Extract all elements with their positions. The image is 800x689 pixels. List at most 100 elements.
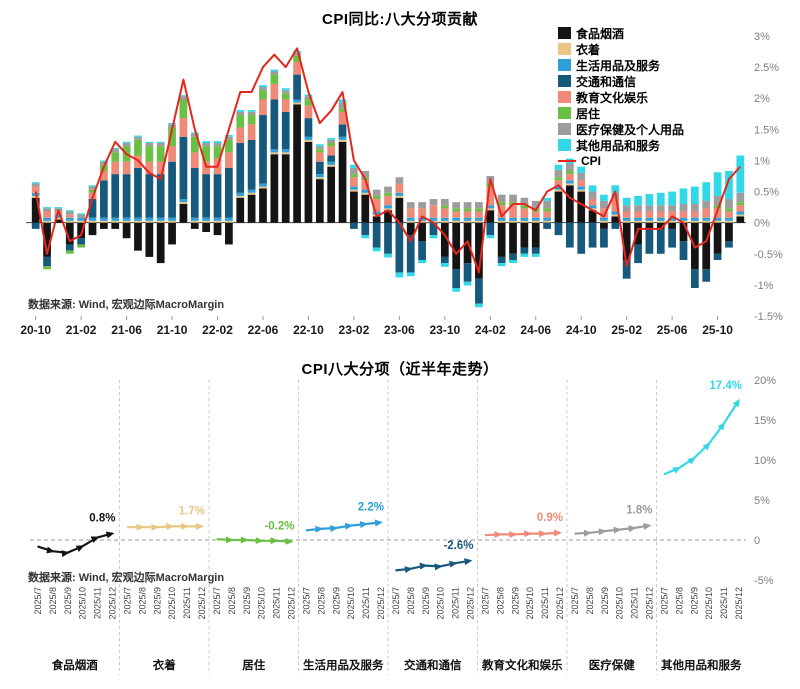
panel-x-label: 2025/7 [33, 587, 43, 615]
bar-segment [259, 186, 267, 189]
bar-segment [168, 146, 176, 162]
bar-segment [463, 208, 472, 212]
x-tick-label: 22-10 [293, 323, 324, 337]
bar-segment [225, 152, 233, 168]
y-tick-label: 1% [754, 155, 770, 167]
x-tick-label: 22-06 [248, 323, 279, 337]
bar-segment [440, 256, 449, 264]
y-tick-label: -5% [754, 575, 774, 587]
bar-segment [702, 217, 711, 221]
bar-segment [236, 143, 245, 193]
bar-segment [531, 211, 540, 218]
bar-segment [577, 166, 586, 173]
bar-segment [520, 217, 529, 221]
bar-segment [225, 167, 233, 218]
bar-segment [418, 241, 426, 260]
panel-x-label: 2025/11 [630, 587, 640, 619]
panel-x-label: 2025/9 [689, 587, 699, 615]
bar-segment [281, 149, 290, 153]
x-tick-label: 24-02 [475, 323, 506, 337]
bar-segment [486, 210, 495, 223]
bar-segment [259, 85, 267, 88]
bar-segment [600, 194, 608, 201]
bar-segment [577, 186, 586, 190]
bar-segment [497, 217, 506, 221]
panel-x-label: 2025/12 [197, 587, 207, 620]
bar-segment [270, 154, 279, 223]
panel-line [574, 523, 652, 537]
panel-end-label: 17.4% [709, 380, 742, 392]
panel-end-label: 1.7% [179, 505, 205, 517]
bar-segment [77, 213, 86, 215]
bar-segment [384, 186, 392, 193]
bar-segment [452, 269, 461, 288]
bar-segment [315, 146, 324, 150]
bar-segment [475, 202, 483, 209]
bar-segment [418, 260, 426, 264]
bar-segment [452, 211, 461, 218]
bar-segment [168, 161, 176, 218]
bar-segment [486, 222, 495, 236]
bar-segment [202, 222, 211, 232]
panel-x-label: 2025/7 [301, 587, 311, 615]
bar-segment [122, 222, 131, 239]
panel-x-label: 2025/10 [615, 587, 625, 620]
panel-line [395, 558, 473, 574]
bar-segment [65, 244, 74, 251]
bar-segment [315, 174, 324, 178]
bar-segment [531, 253, 540, 257]
bar-segment [31, 186, 40, 193]
bar-segment [54, 207, 63, 209]
bar-segment [270, 83, 279, 100]
bar-segment [600, 217, 608, 221]
bar-segment [202, 217, 211, 221]
panel-line [37, 531, 115, 558]
bar-segment [270, 69, 279, 72]
bar-segment [565, 183, 574, 186]
bar-segment [702, 222, 711, 270]
panel-x-label: 2025/9 [331, 587, 341, 615]
panel-x-label: 2025/8 [406, 587, 416, 615]
bar-segment [395, 177, 404, 184]
bar-segment [350, 191, 358, 223]
bar-segment [65, 222, 74, 245]
legend-swatch [558, 43, 571, 55]
bar-segment [270, 71, 279, 75]
bar-segment [202, 143, 211, 147]
panel-line [663, 398, 740, 476]
bar-segment [338, 141, 347, 223]
legend-swatch [558, 107, 571, 119]
bar-segment [531, 200, 540, 209]
bar-segment [554, 191, 563, 223]
bar-segment [475, 222, 483, 279]
bar-segment [406, 208, 415, 218]
bar-segment [315, 152, 324, 162]
panel-x-label: 2025/8 [585, 587, 595, 615]
panel-x-label: 2025/9 [421, 587, 431, 615]
bar-segment [668, 211, 676, 218]
bar-segment [190, 133, 199, 137]
bar-segment [418, 208, 426, 218]
bar-segment [486, 205, 495, 209]
x-tick-label: 23-02 [339, 323, 370, 337]
bar-segment [327, 138, 336, 140]
bar-segment [190, 220, 199, 223]
bar-segment [372, 189, 381, 196]
bar-segment [350, 177, 358, 187]
bar-segment [134, 167, 142, 218]
bar-segment [236, 111, 245, 116]
bar-segment [236, 192, 245, 196]
bar-segment [190, 217, 199, 221]
bar-segment [634, 244, 642, 264]
bar-segment [440, 208, 449, 218]
bar-segment [497, 263, 506, 267]
bar-segment [440, 205, 449, 209]
bar-segment [622, 260, 631, 279]
bar-segment [372, 195, 381, 200]
bar-segment [111, 149, 120, 153]
bar-segment [611, 199, 620, 212]
bar-segment [350, 186, 358, 190]
bar-segment [88, 222, 97, 236]
bar-segment [190, 132, 199, 134]
